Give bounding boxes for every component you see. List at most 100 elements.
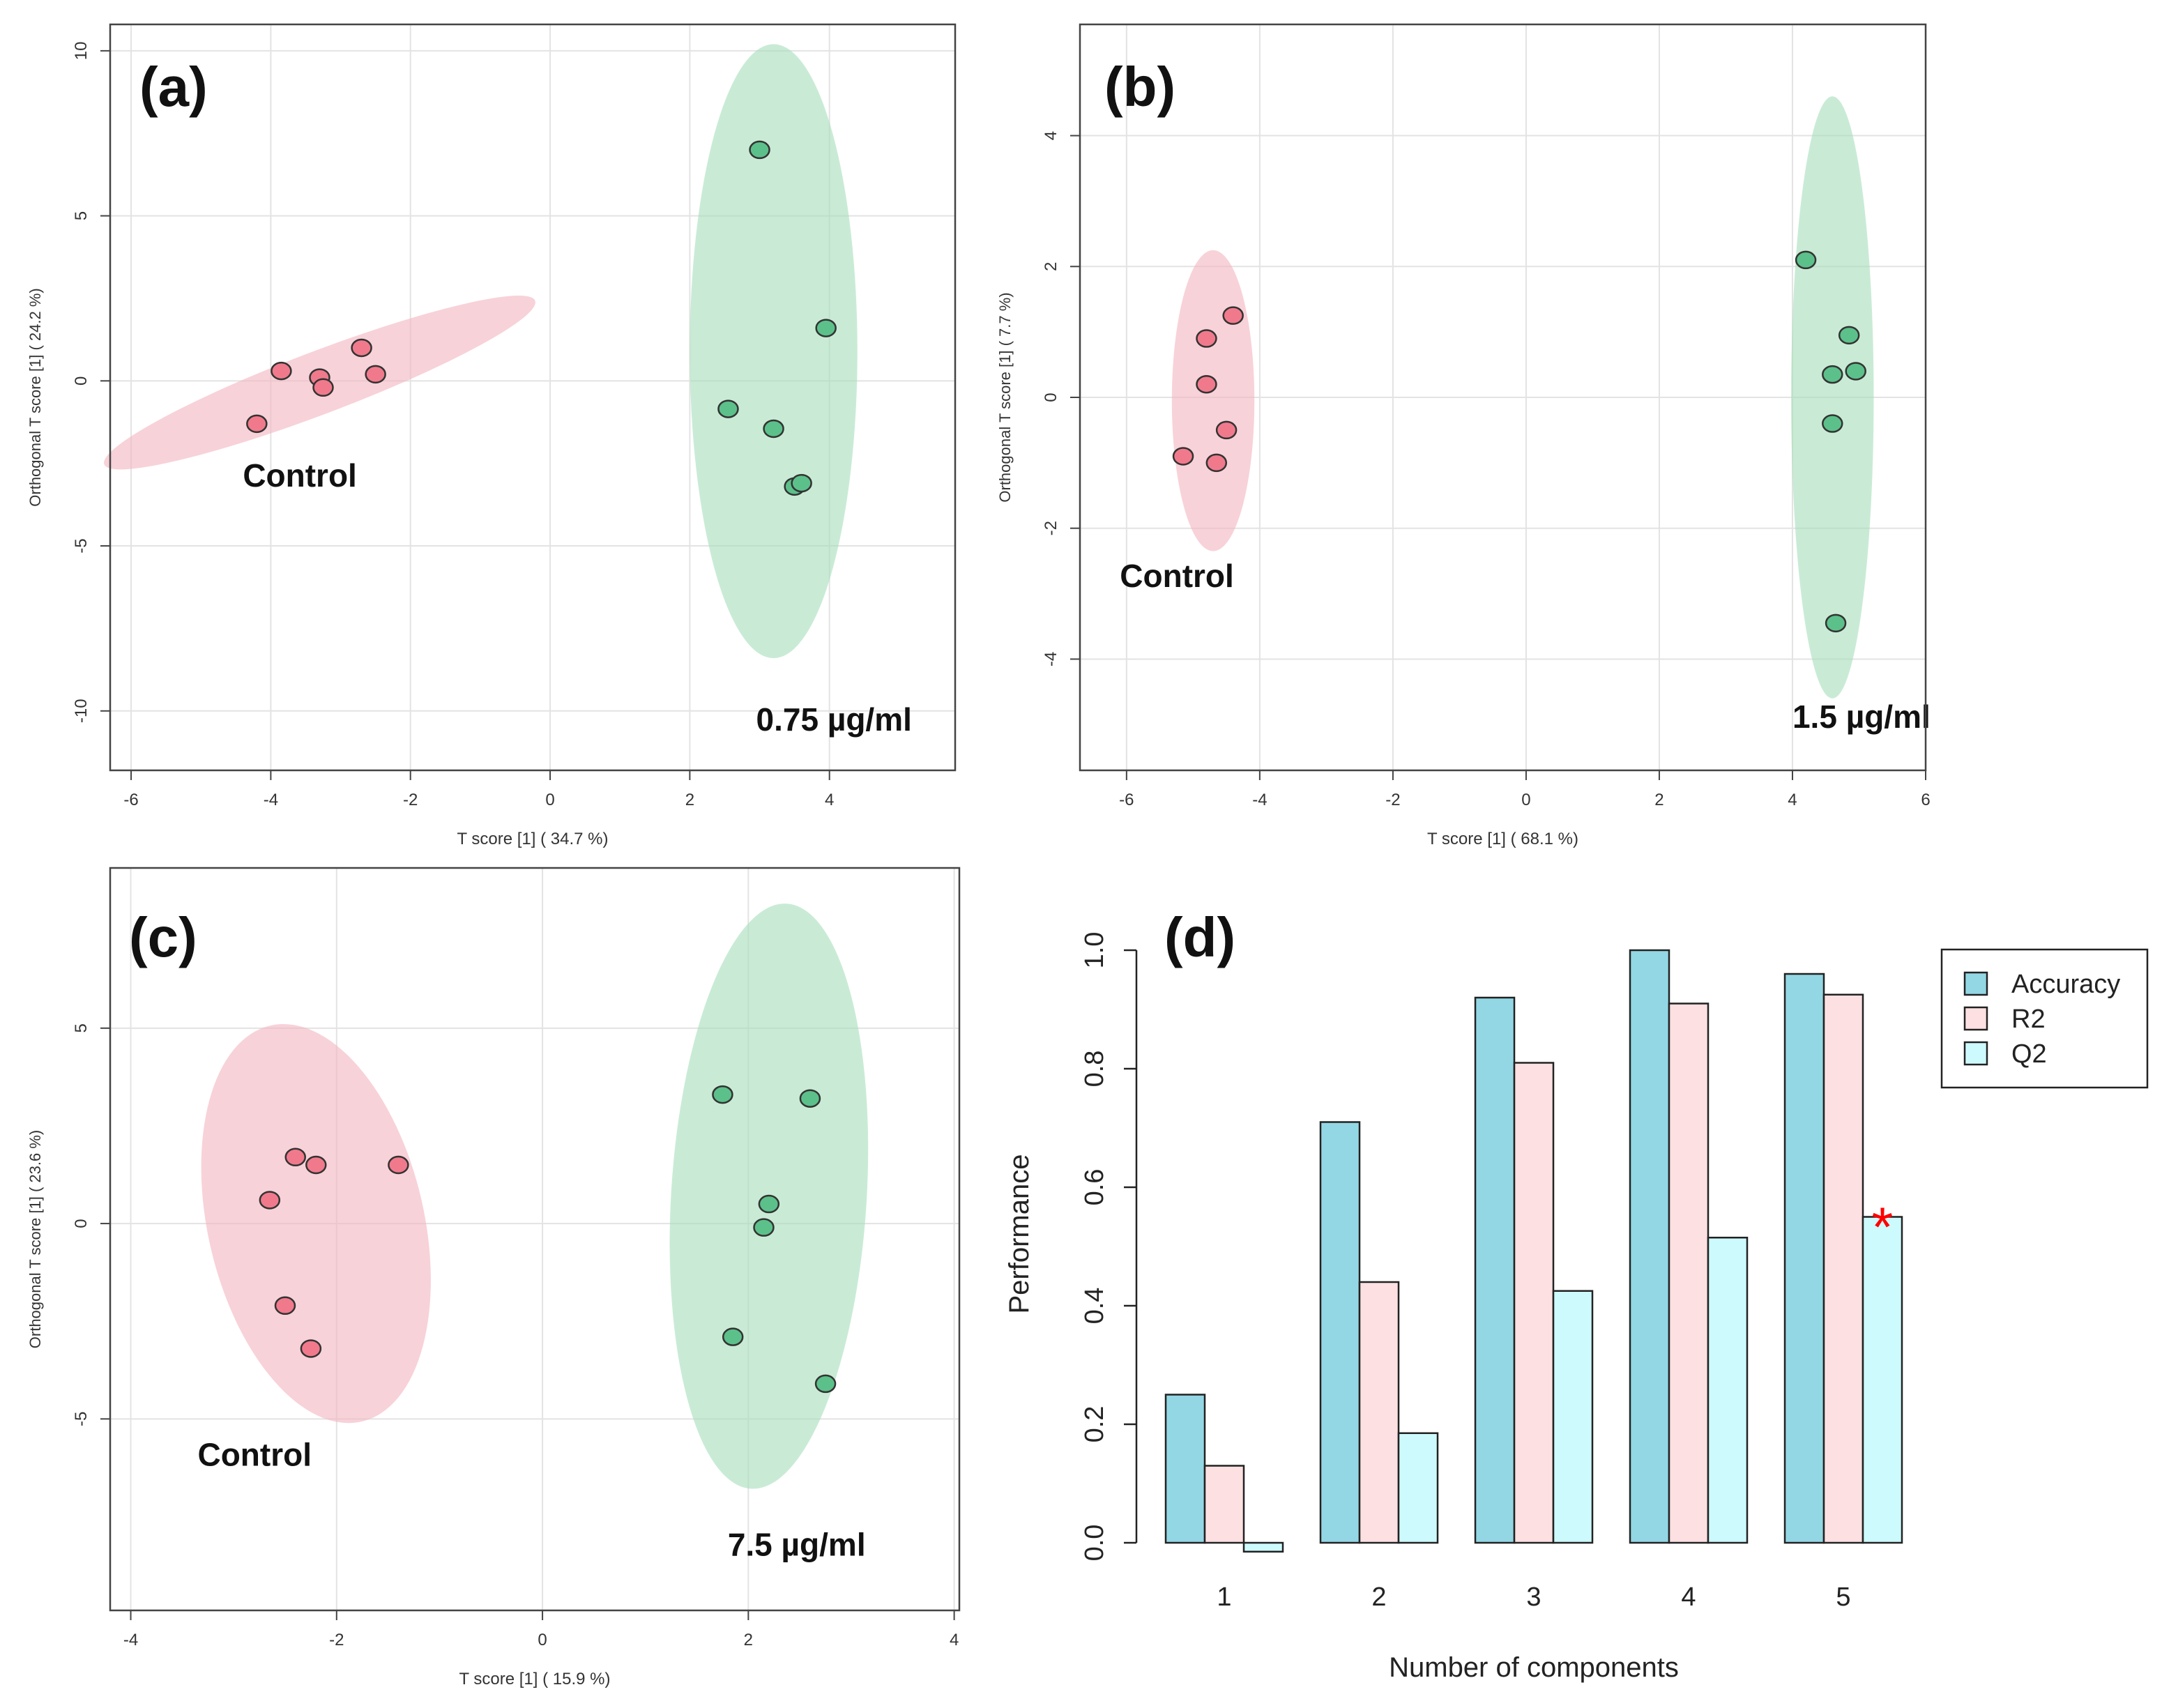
y-tick-label: 0.6 bbox=[1080, 1169, 1109, 1206]
x-axis-label: T score [1] ( 15.9 %) bbox=[459, 1670, 611, 1688]
plot-frame bbox=[109, 867, 961, 1612]
bar-q2-1 bbox=[1242, 1541, 1284, 1553]
x-tick-label: 2 bbox=[744, 1631, 753, 1649]
data-point-control bbox=[365, 365, 386, 384]
y-tick-label: 10 bbox=[72, 42, 91, 61]
bar-r2-1 bbox=[1203, 1465, 1245, 1544]
data-point-control bbox=[284, 1147, 306, 1167]
x-tick-label: -6 bbox=[123, 791, 138, 809]
confidence-ellipse-treatment bbox=[1791, 96, 1874, 699]
data-point-control bbox=[312, 378, 334, 397]
data-point-treatment bbox=[1822, 414, 1843, 433]
bar-q2-3 bbox=[1552, 1290, 1594, 1544]
data-point-control bbox=[305, 1155, 327, 1175]
y-tick-label: 0 bbox=[72, 376, 91, 386]
x-tick-label: -2 bbox=[329, 1631, 344, 1649]
y-tick-label: -5 bbox=[72, 1412, 91, 1426]
y-tick-label: 5 bbox=[72, 1023, 91, 1032]
bar-accuracy-5 bbox=[1783, 973, 1825, 1544]
data-point-treatment bbox=[758, 1194, 780, 1214]
scatter-panel-c: Control 7.5 µg/ml -4 -2 0 2 4 -5 0 5 T score [1] (… bbox=[26, 867, 961, 1688]
x-tick-label: 1 bbox=[1217, 1583, 1231, 1612]
data-point-treatment bbox=[791, 473, 812, 493]
data-point-treatment bbox=[1822, 365, 1843, 384]
y-tick-label: -2 bbox=[1042, 521, 1060, 535]
data-point-control bbox=[351, 338, 372, 358]
confidence-ellipse-control bbox=[201, 1023, 431, 1424]
y-tick-label: 0.8 bbox=[1080, 1051, 1109, 1088]
group-label-treatment: 0.75 µg/ml bbox=[756, 701, 912, 738]
y-tick-label: 0 bbox=[72, 1219, 91, 1228]
bar-panel-d: 1 2 3 4 5 * 0.0 0.2 0.4 0.6 0.8 1.0 Number of compon… bbox=[1004, 906, 2149, 1683]
y-tick-label: 0.0 bbox=[1080, 1525, 1109, 1562]
x-tick-label: 3 bbox=[1526, 1583, 1541, 1612]
y-tick-label: 0.4 bbox=[1080, 1288, 1109, 1325]
group-label-control: Control bbox=[1120, 558, 1234, 594]
data-point-control bbox=[300, 1339, 322, 1358]
data-point-treatment bbox=[722, 1327, 744, 1346]
legend-swatch-q2 bbox=[1963, 1041, 1988, 1066]
panel-label-a: (a) bbox=[139, 56, 208, 118]
y-tick-label: -5 bbox=[72, 538, 91, 553]
y-tick-label: 1.0 bbox=[1080, 932, 1109, 969]
bar-accuracy-4 bbox=[1629, 949, 1670, 1544]
y-axis-label: Performance bbox=[1004, 1154, 1035, 1314]
x-tick-label: 4 bbox=[1788, 791, 1797, 809]
confidence-ellipse-treatment bbox=[690, 44, 858, 659]
panel-label-b: (b) bbox=[1104, 56, 1175, 118]
y-axis-label: Orthogonal T score [1] ( 23.6 %) bbox=[26, 1130, 44, 1348]
x-tick-label: 6 bbox=[1921, 791, 1930, 809]
bar-r2-3 bbox=[1513, 1062, 1555, 1544]
data-point-control bbox=[271, 361, 292, 381]
x-tick-label: 4 bbox=[825, 791, 834, 809]
data-point-treatment bbox=[717, 399, 739, 418]
panel-label-c: (c) bbox=[129, 906, 197, 968]
y-axis-label: Orthogonal T score [1] ( 7.7 %) bbox=[996, 292, 1014, 502]
bar-r2-5 bbox=[1822, 993, 1864, 1544]
group-label-treatment: 7.5 µg/ml bbox=[728, 1527, 866, 1563]
data-point-control bbox=[259, 1191, 281, 1210]
data-point-treatment bbox=[799, 1089, 821, 1108]
x-tick-label: -4 bbox=[264, 791, 278, 809]
bar-accuracy-1 bbox=[1164, 1394, 1206, 1544]
scatter-panel-b: Control 1.5 µg/ml -6 -4 -2 0 2 4 6 -4 -2 0 2 4 T score… bbox=[996, 23, 1931, 848]
x-tick-label: 4 bbox=[1681, 1583, 1696, 1612]
x-tick-label: 2 bbox=[1371, 1583, 1386, 1612]
data-point-treatment bbox=[1845, 362, 1866, 381]
x-tick-label: 0 bbox=[538, 1631, 547, 1649]
x-tick-label: 4 bbox=[950, 1631, 959, 1649]
best-model-marker: * bbox=[1871, 1196, 1893, 1258]
data-point-treatment bbox=[763, 419, 784, 439]
x-tick-label: 5 bbox=[1836, 1583, 1850, 1612]
bar-q2-5 bbox=[1862, 1216, 1903, 1544]
legend-label-q2: Q2 bbox=[2011, 1039, 2047, 1069]
data-point-treatment bbox=[1795, 250, 1817, 270]
y-tick-label: -4 bbox=[1042, 652, 1060, 666]
y-tick-label: 0.2 bbox=[1080, 1406, 1109, 1443]
data-point-control bbox=[1196, 329, 1217, 348]
data-point-treatment bbox=[753, 1218, 775, 1237]
bar-accuracy-2 bbox=[1319, 1121, 1361, 1544]
bar-q2-4 bbox=[1707, 1237, 1749, 1544]
data-point-control bbox=[1222, 306, 1244, 325]
x-tick-label: -2 bbox=[1385, 791, 1400, 809]
group-label-control: Control bbox=[243, 457, 357, 494]
data-point-treatment bbox=[749, 140, 770, 160]
data-point-control bbox=[1172, 447, 1194, 466]
data-point-treatment bbox=[712, 1085, 733, 1104]
data-point-control bbox=[1196, 374, 1217, 394]
bar-q2-2 bbox=[1397, 1432, 1439, 1544]
legend-swatch-accuracy bbox=[1963, 971, 1988, 996]
x-tick-label: 2 bbox=[1654, 791, 1664, 809]
x-tick-label: -4 bbox=[123, 1631, 138, 1649]
legend-label-accuracy: Accuracy bbox=[2011, 970, 2120, 999]
y-tick-label: 5 bbox=[72, 211, 91, 220]
data-point-treatment bbox=[814, 1374, 837, 1394]
group-label-treatment: 1.5 µg/ml bbox=[1792, 699, 1931, 735]
bar-r2-2 bbox=[1358, 1281, 1400, 1544]
y-axis-label: Orthogonal T score [1] ( 24.2 %) bbox=[26, 288, 44, 506]
data-point-treatment bbox=[1825, 613, 1847, 633]
bar-r2-4 bbox=[1668, 1002, 1710, 1544]
x-tick-label: 0 bbox=[545, 791, 554, 809]
